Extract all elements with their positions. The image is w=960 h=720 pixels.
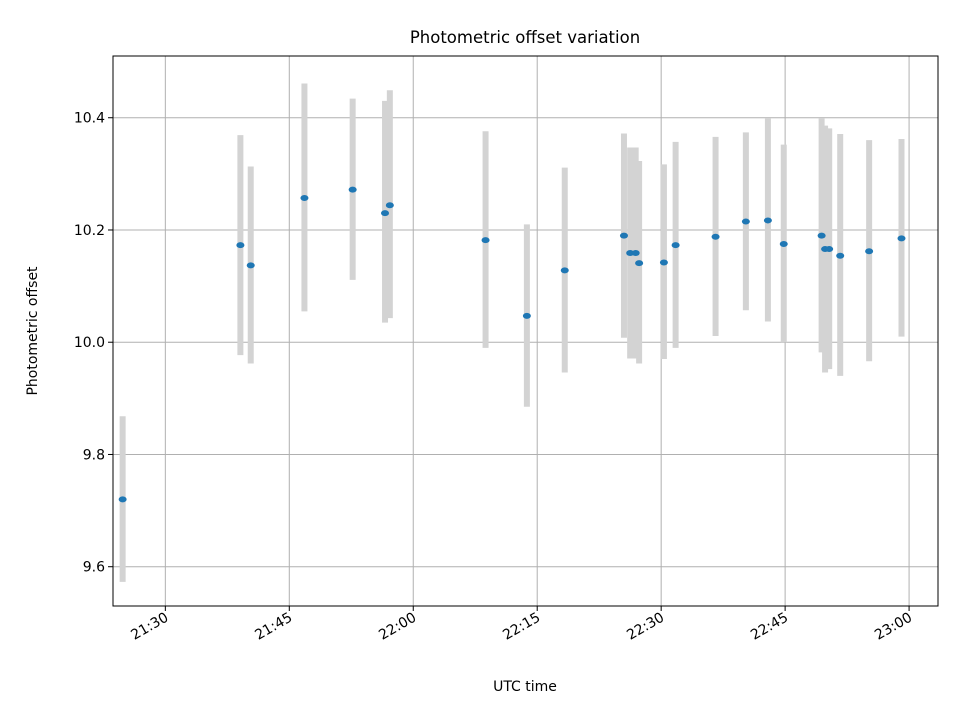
data-point [631,249,640,256]
data-point [560,267,569,274]
data-point [522,312,531,319]
data-point [481,237,490,244]
data-point [385,202,394,209]
y-axis-label: Photometric offset [25,266,41,396]
data-point [635,260,644,267]
plot-frame [112,55,939,607]
data-point [659,259,668,266]
y-tick-label: 10.0 [74,335,105,351]
chart-title: Photometric offset variation [410,28,640,47]
data-point [619,232,628,239]
data-point [897,235,906,242]
y-tick-label: 10.4 [74,111,105,127]
data-point [246,262,255,269]
points [118,186,906,503]
data-point [118,496,127,503]
data-point [671,242,680,249]
y-axis-ticks: 9.6 9.8 10.0 10.2 10.4 [74,111,113,576]
x-axis-label: UTC time [493,679,557,695]
data-point [711,233,720,240]
data-point [236,242,245,249]
data-point [348,186,357,193]
data-point [763,217,772,224]
y-tick-label: 9.6 [83,560,105,576]
data-point [626,249,635,256]
data-point [779,241,788,248]
y-tick-label: 9.8 [83,447,105,463]
data-point [381,210,390,217]
data-point [825,246,834,253]
data-point [865,248,874,255]
data-point [300,194,309,201]
y-tick-label: 10.2 [74,223,105,239]
data-point [836,252,845,259]
data-point [817,232,826,239]
data-point [741,218,750,225]
